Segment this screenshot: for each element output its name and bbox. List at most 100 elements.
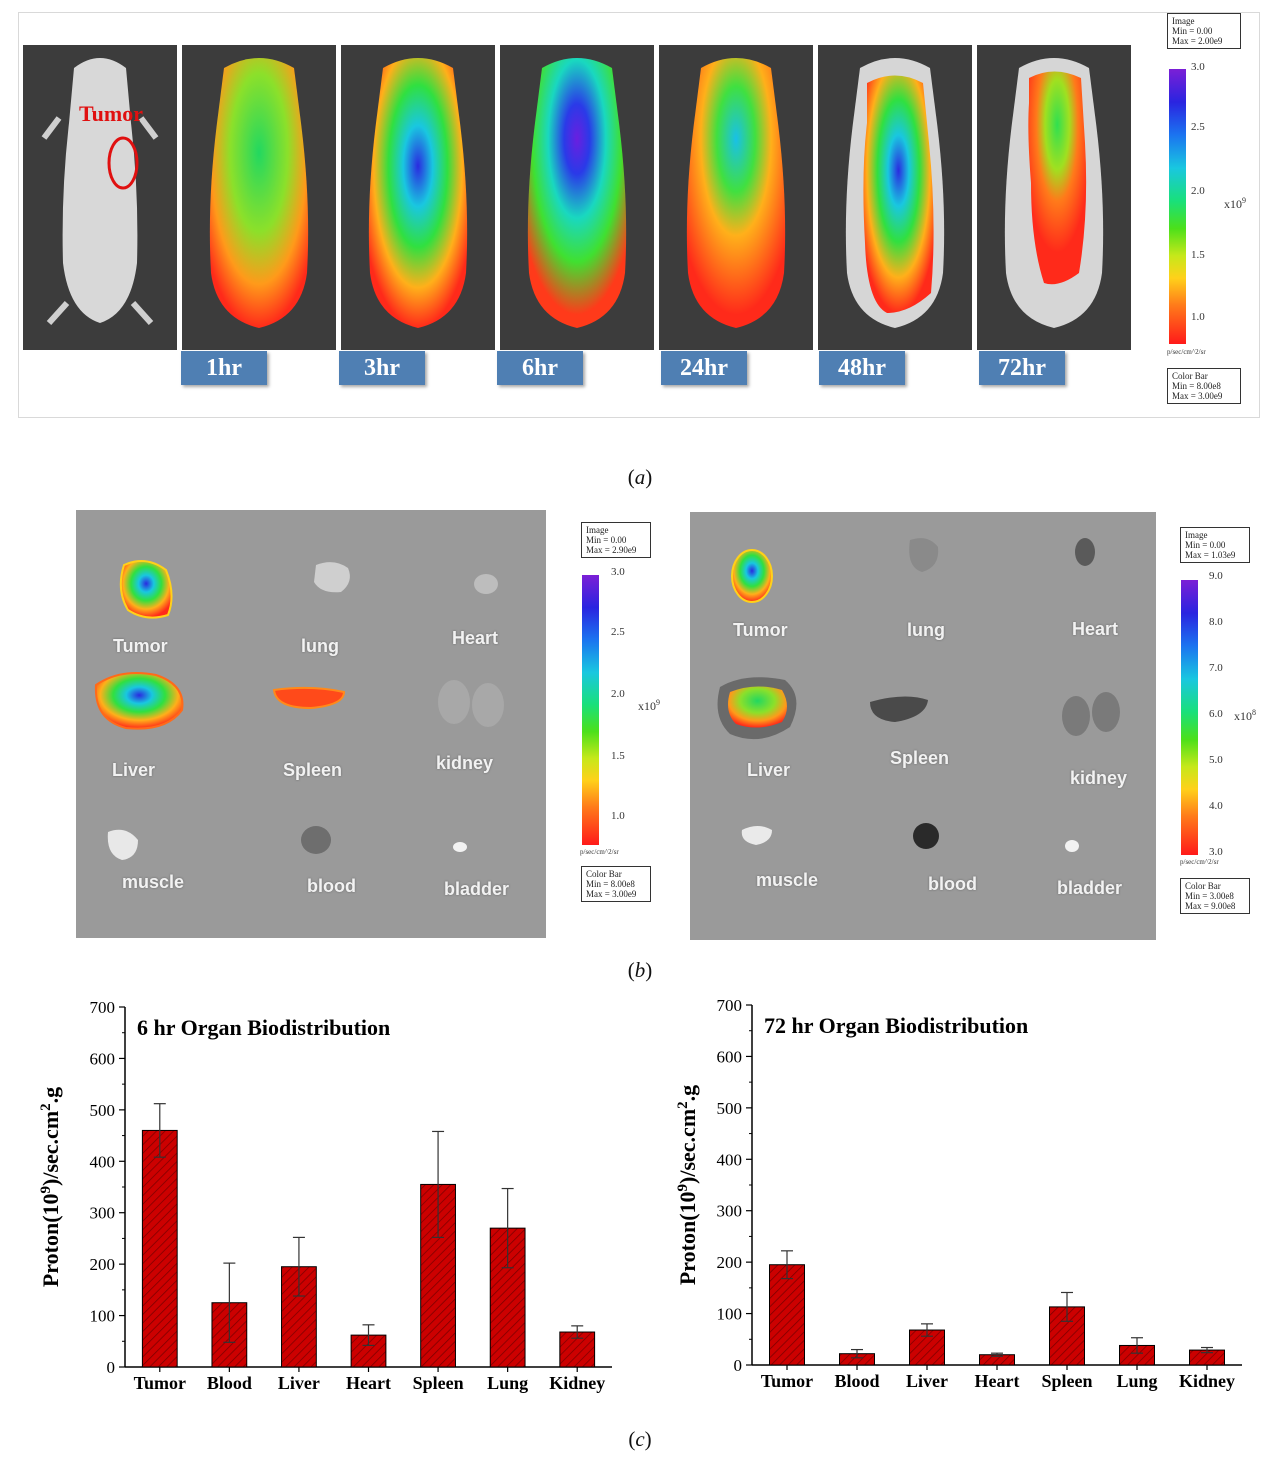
organ-label-kidney: kidney [1070,768,1128,788]
color-bar-range-box-6hr: Color Bar Min = 8.00e8 Max = 3.00e9 [581,866,651,902]
mouse-frame-48hr [818,45,972,350]
x-tick-label: Spleen [1041,1371,1092,1391]
colorbar-tick: 1.5 [1191,249,1205,261]
colorbar-tick: 7.0 [1209,662,1223,674]
x-tick-label: Spleen [413,1373,464,1393]
organ-label-muscle: muscle [756,870,819,890]
x-tick-label: Tumor [761,1371,813,1391]
colorbar-tick: 3.0 [1191,61,1205,73]
x-tick-label: Liver [906,1371,948,1391]
y-tick-label: 700 [717,996,743,1015]
colorbar-exponent: x109 [1224,196,1246,211]
y-tick-label: 500 [717,1099,743,1118]
colorbar-units-72hr: p/sec/cm^2/sr [1180,858,1219,866]
color-bar-range-box-72hr: Color Bar Min = 3.00e8 Max = 9.00e8 [1180,878,1250,914]
x-tick-label: Heart [346,1373,391,1393]
x-tick-label: Blood [207,1373,252,1393]
colorbar-tick: 2.0 [1191,185,1205,197]
color-bar-range-box: Color Bar Min = 8.00e8 Max = 3.00e9 [1167,368,1241,404]
colorbar-units-6hr: p/sec/cm^2/sr [580,848,619,856]
x-tick-label: Kidney [1179,1371,1235,1391]
organ-label-kidney: kidney [436,753,494,773]
organ-label-blood: blood [928,874,977,894]
tumor-annotation: Tumor [79,101,143,126]
colorbar-gradient-72hr [1181,580,1198,855]
organ-label-heart: Heart [1072,619,1119,639]
colorbar-tick: 6.0 [1209,708,1223,720]
x-tick-label: Tumor [134,1373,186,1393]
colorbar-exponent-72hr: x108 [1234,708,1256,723]
chart-72hr: 0 100 200 300 400 500 600 700 72 hr Organ Biodis… [675,996,1242,1391]
colorbar-exponent-6hr: x109 [638,698,660,713]
y-axis-label: Proton(109)/sec.cm2.g [675,1085,700,1285]
organ-label-spleen: Spleen [890,748,950,768]
y-tick-label: 0 [734,1356,743,1375]
caption-b: (b) [627,958,653,982]
bar-tumor [141,1129,178,1368]
colorbar-tick: 2.5 [611,626,625,638]
x-tick-label: Liver [278,1373,320,1393]
organ-label-muscle: muscle [122,872,185,892]
organ-images-72hr [717,538,1120,852]
colorbar-units: p/sec/cm^2/sr [1167,348,1206,356]
colorbar-tick: 1.0 [611,810,625,822]
mouse-images [23,45,1131,350]
x-tick-label: Lung [1116,1371,1157,1391]
colorbar-tick: 1.5 [611,750,625,762]
image-range-box: Image Min = 0.00 Max = 2.00e9 [1167,13,1241,49]
organ-label-lung: lung [301,636,339,656]
y-tick-label: 100 [90,1307,116,1326]
caption-c: (c) [628,1427,652,1451]
image-range-box-6hr: Image Min = 0.00 Max = 2.90e9 [581,522,651,558]
y-tick-label: 500 [90,1101,116,1120]
colorbar-tick: 4.0 [1209,800,1223,812]
mouse-frame-24hr [659,45,813,350]
y-tick-label: 200 [717,1253,743,1272]
time-label-3hr: 3hr [339,351,425,385]
colorbar-tick: 9.0 [1209,570,1223,582]
colorbar-tick: 3.0 [611,566,625,578]
mouse-frame-control [23,45,177,350]
time-label-1hr: 1hr [181,351,267,385]
y-tick-label: 600 [90,1049,116,1068]
y-tick-label: 100 [717,1305,743,1324]
colorbar-tick: 2.0 [611,688,625,700]
panel-a-time-course-imaging: Tumor 1hr 3hr 6hr 24hr 48hr 72hr Image M… [18,12,1260,418]
organ-label-tumor: Tumor [113,636,168,656]
x-tick-label: Blood [834,1371,879,1391]
y-tick-label: 400 [717,1150,743,1169]
organ-label-heart: Heart [452,628,499,648]
y-tick-label: 600 [717,1047,743,1066]
y-tick-label: 400 [90,1152,116,1171]
time-label-72hr: 72hr [979,351,1065,385]
organ-plate-72hr: Tumor lung Heart Liver Spleen kidney mus… [690,512,1156,940]
x-tick-label: Kidney [549,1373,605,1393]
mouse-frame-6hr [500,45,654,350]
caption-a: (a) [627,465,653,489]
time-label-6hr: 6hr [497,351,583,385]
organ-label-bladder: bladder [1057,878,1123,898]
colorbar-tick: 2.5 [1191,121,1205,133]
mouse-frame-1hr [182,45,336,350]
time-label-24hr: 24hr [661,351,747,385]
y-tick-label: 0 [107,1358,116,1377]
y-axis-label: Proton(109)/sec.cm2.g [38,1087,63,1287]
mouse-frame-3hr [341,45,495,350]
chart-title: 72 hr Organ Biodistribution [764,1013,1028,1038]
colorbar-tick: 1.0 [1191,311,1205,323]
x-tick-label: Heart [975,1371,1020,1391]
chart-6hr: 0 100 200 300 400 500 600 700 6 hr Organ Biodist… [38,998,612,1393]
organ-label-liver: Liver [112,760,156,780]
colorbar-tick: 5.0 [1209,754,1223,766]
colorbar-tick: 8.0 [1209,616,1223,628]
organ-plate-6hr: Tumor lung Heart Liver Spleen kidney mus… [76,510,546,938]
mouse-frame-72hr [977,45,1131,350]
colorbar-gradient [1169,69,1186,344]
organ-label-spleen: Spleen [283,760,343,780]
biodistribution-charts: 0 100 200 300 400 500 600 700 6 hr Organ Biodist… [38,996,1242,1393]
bar-tumor [769,1264,805,1366]
image-range-box-72hr: Image Min = 0.00 Max = 1.03e9 [1180,527,1250,563]
chart-title: 6 hr Organ Biodistribution [137,1015,390,1040]
colorbar-tick: 3.0 [1209,846,1223,858]
y-tick-label: 700 [90,998,116,1017]
